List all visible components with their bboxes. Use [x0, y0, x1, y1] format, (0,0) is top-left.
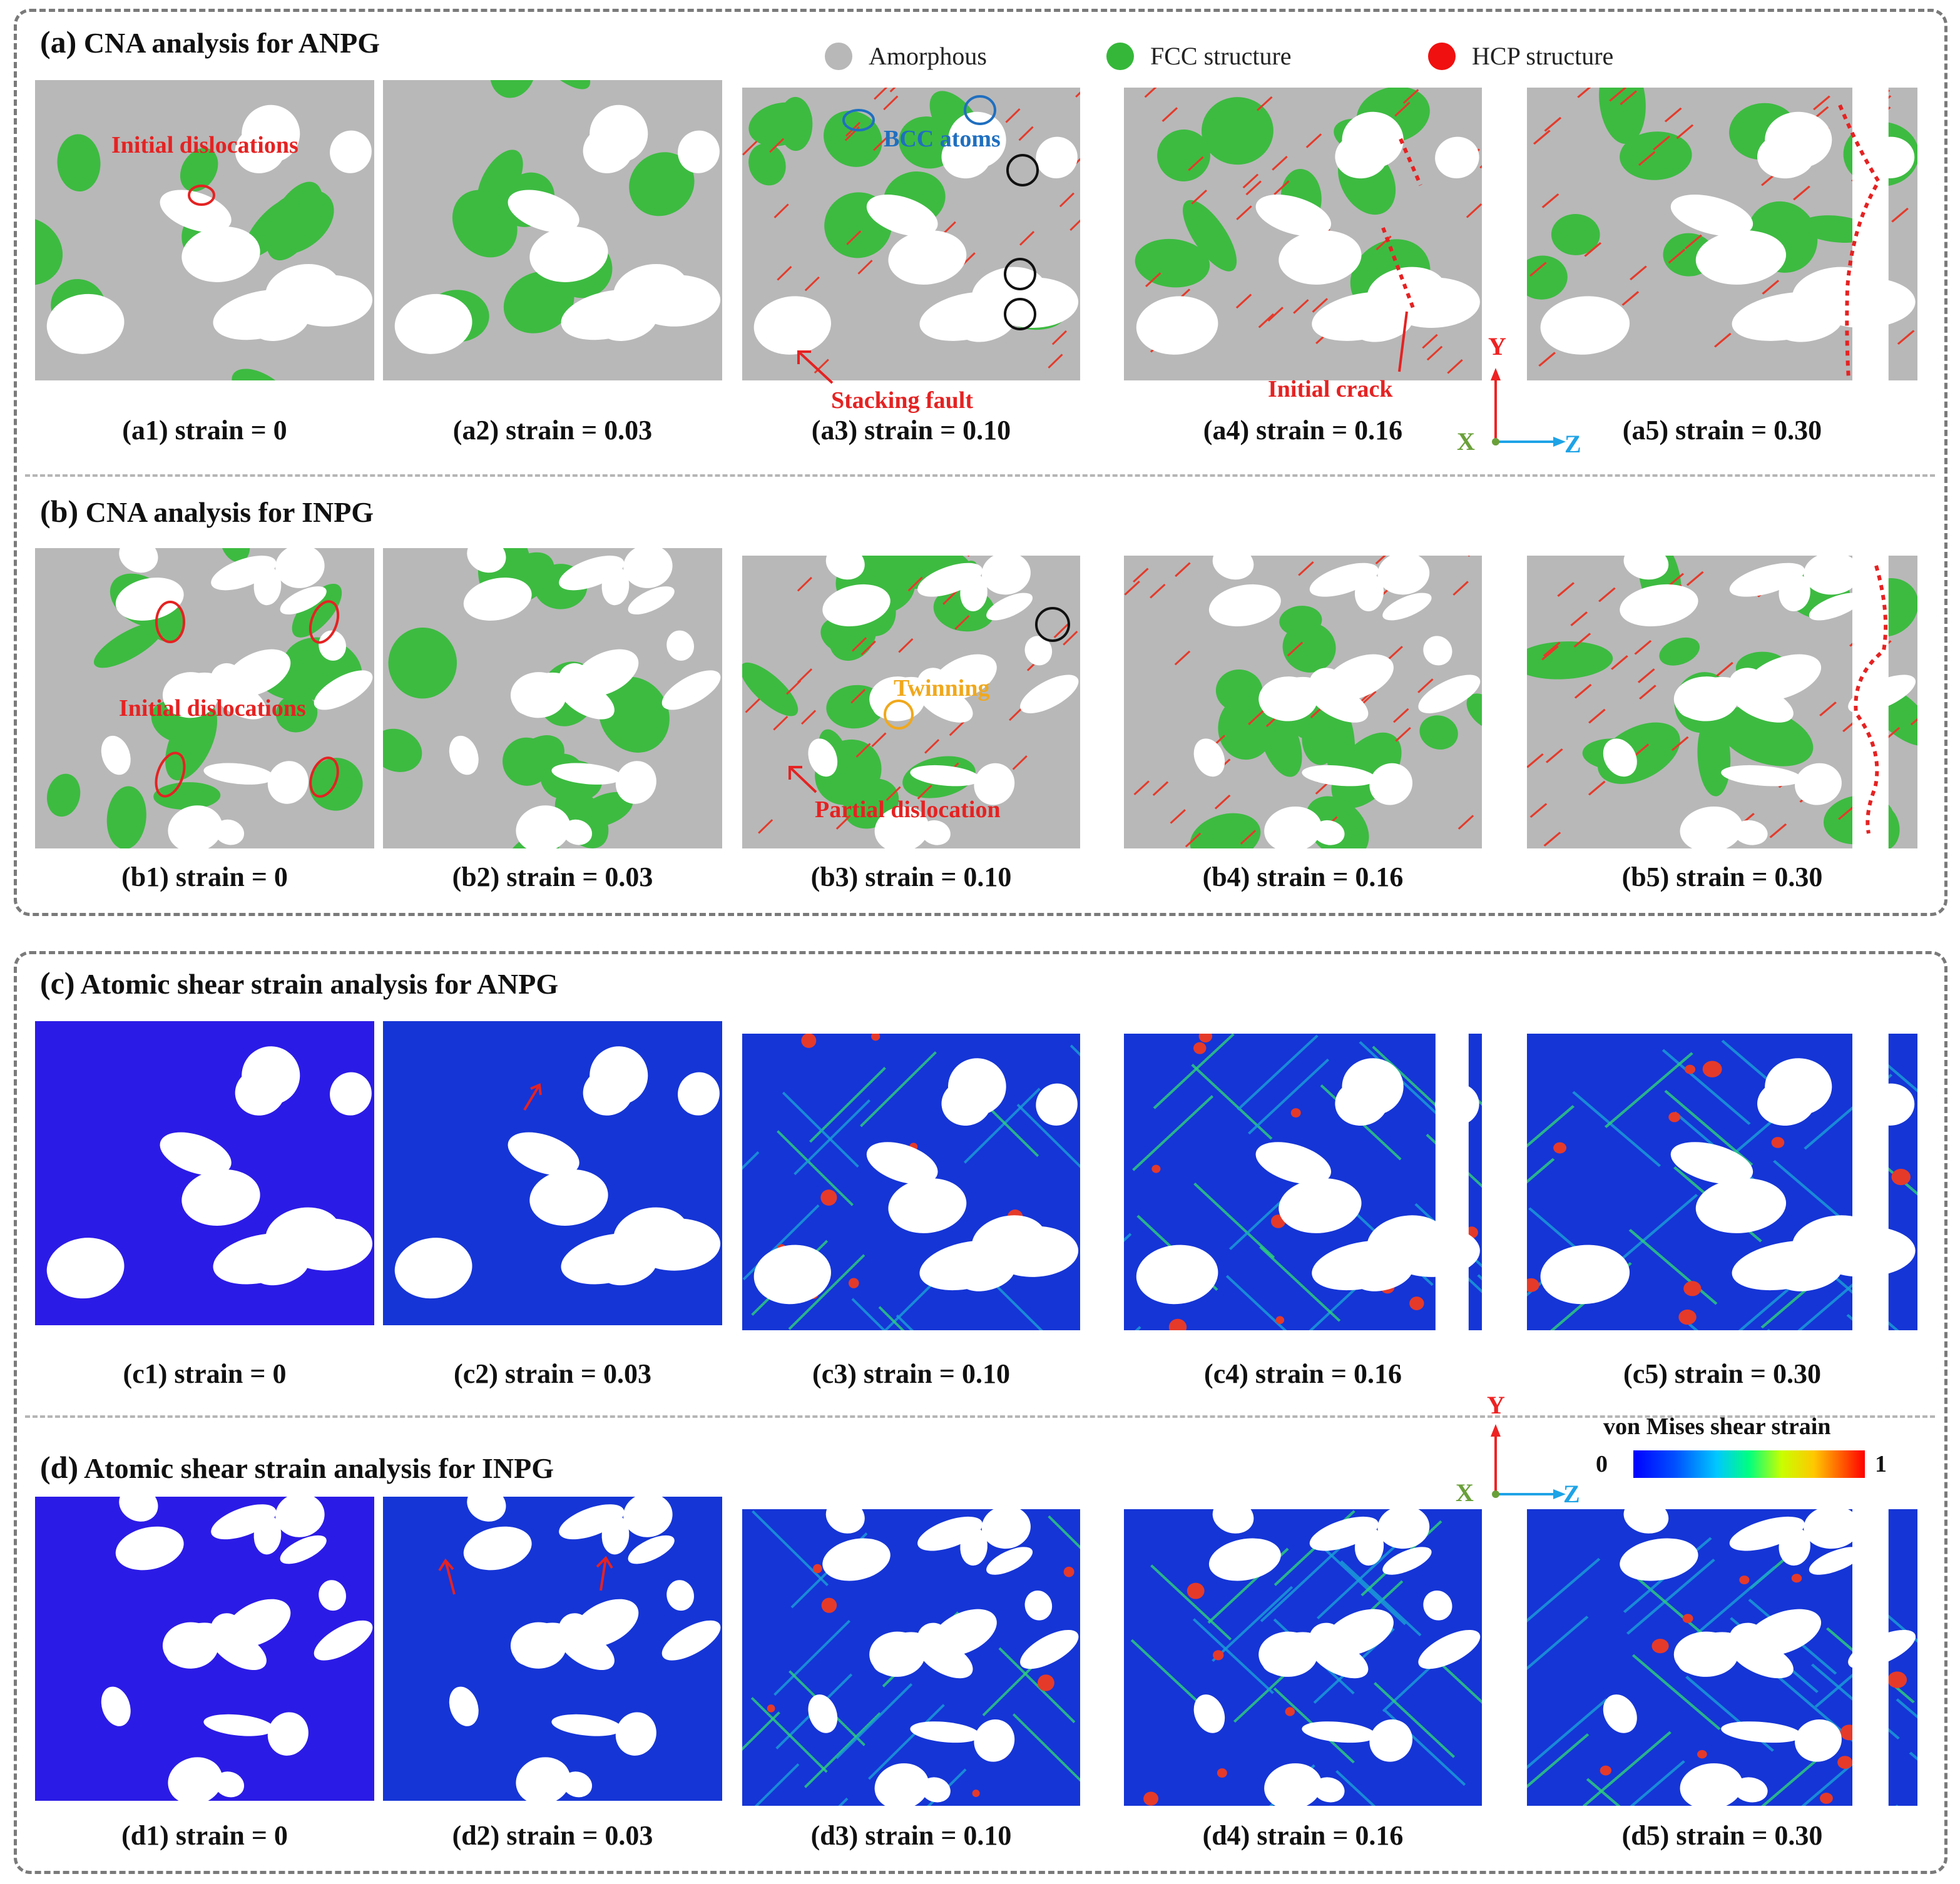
caption-d2: (d2) strain = 0.03 — [452, 1820, 653, 1851]
section-b-title: (b) CNA analysis for INPG — [40, 494, 374, 529]
legend-fcc: FCC structure — [1106, 41, 1292, 71]
caption-c1: (c1) strain = 0 — [123, 1358, 287, 1389]
axes-triad-bottom — [1491, 1424, 1566, 1499]
hcp-dot-icon — [1428, 42, 1456, 70]
panel-a1 — [35, 80, 374, 380]
panel-d1 — [35, 1497, 374, 1801]
axes-triad-top — [1491, 368, 1566, 447]
axis-label-x: X — [1457, 427, 1475, 456]
axis-label-z: Z — [1564, 430, 1581, 458]
colorbar-gradient — [1633, 1450, 1865, 1478]
annotation-twinning: Twinning — [894, 675, 990, 701]
cna-frame — [14, 9, 1947, 916]
shear-strain-frame — [14, 951, 1947, 1874]
panel-d4 — [1124, 1509, 1482, 1806]
panel-b2 — [383, 548, 722, 848]
shear-separator — [25, 1415, 1935, 1418]
caption-a3: (a3) strain = 0.10 — [811, 415, 1011, 446]
panel-c2 — [383, 1021, 722, 1325]
annotation-initial-dislocations-b: Initial dislocations — [119, 695, 306, 721]
amorphous-dot-icon — [825, 42, 852, 70]
panel-d2 — [383, 1497, 722, 1801]
section-c-title: (c) Atomic shear strain analysis for ANP… — [40, 965, 559, 1001]
colorbar-min: 0 — [1596, 1451, 1608, 1477]
panel-d3 — [742, 1509, 1080, 1806]
caption-c3: (c3) strain = 0.10 — [812, 1358, 1010, 1389]
panel-c4 — [1124, 1034, 1482, 1330]
panel-b4 — [1124, 556, 1482, 848]
fcc-dot-icon — [1106, 42, 1134, 70]
panel-a2 — [383, 80, 722, 380]
caption-c4: (c4) strain = 0.16 — [1204, 1358, 1402, 1389]
panel-d5 — [1527, 1509, 1917, 1806]
caption-b1: (b1) strain = 0 — [121, 862, 288, 892]
panel-c5 — [1527, 1034, 1917, 1330]
section-a-title: (a) CNA analysis for ANPG — [40, 24, 380, 59]
caption-b5: (b5) strain = 0.30 — [1621, 862, 1823, 892]
caption-c2: (c2) strain = 0.03 — [454, 1358, 651, 1389]
panel-b5 — [1527, 556, 1917, 848]
axis-label-z-2: Z — [1563, 1480, 1580, 1508]
caption-a1: (a1) strain = 0 — [122, 415, 287, 446]
annotation-bcc-atoms: BCC atoms — [884, 126, 1001, 152]
axis-label-y-2: Y — [1487, 1391, 1505, 1419]
panel-b3 — [742, 556, 1080, 848]
colorbar-title: von Mises shear strain — [1603, 1413, 1831, 1440]
caption-d5: (d5) strain = 0.30 — [1621, 1820, 1823, 1851]
panel-a4 — [1124, 88, 1482, 380]
caption-d4: (d4) strain = 0.16 — [1202, 1820, 1404, 1851]
caption-d3: (d3) strain = 0.10 — [810, 1820, 1012, 1851]
caption-b4: (b4) strain = 0.16 — [1202, 862, 1404, 892]
panel-c1 — [35, 1021, 374, 1325]
caption-d1: (d1) strain = 0 — [121, 1820, 288, 1851]
caption-b3: (b3) strain = 0.10 — [810, 862, 1012, 892]
caption-a4: (a4) strain = 0.16 — [1203, 415, 1403, 446]
caption-c5: (c5) strain = 0.30 — [1623, 1358, 1821, 1389]
caption-a5: (a5) strain = 0.30 — [1622, 415, 1822, 446]
panel-a3 — [742, 88, 1080, 380]
axis-label-y: Y — [1488, 332, 1506, 360]
legend-amorphous: Amorphous — [825, 41, 987, 71]
cna-separator — [25, 474, 1935, 477]
annotation-initial-crack: Initial crack — [1268, 376, 1393, 402]
annotation-stacking-fault: Stacking fault — [831, 387, 973, 414]
section-d-title: (d) Atomic shear strain analysis for INP… — [40, 1450, 554, 1485]
legend-hcp: HCP structure — [1428, 41, 1613, 71]
caption-b2: (b2) strain = 0.03 — [452, 862, 653, 892]
annotation-partial-dislocation: Partial dislocation — [815, 797, 1001, 823]
panel-c3 — [742, 1034, 1080, 1330]
caption-a2: (a2) strain = 0.03 — [452, 415, 653, 446]
axis-label-x-2: X — [1456, 1479, 1474, 1507]
annotation-initial-dislocations-a: Initial dislocations — [111, 132, 299, 158]
colorbar-max: 1 — [1875, 1451, 1887, 1477]
